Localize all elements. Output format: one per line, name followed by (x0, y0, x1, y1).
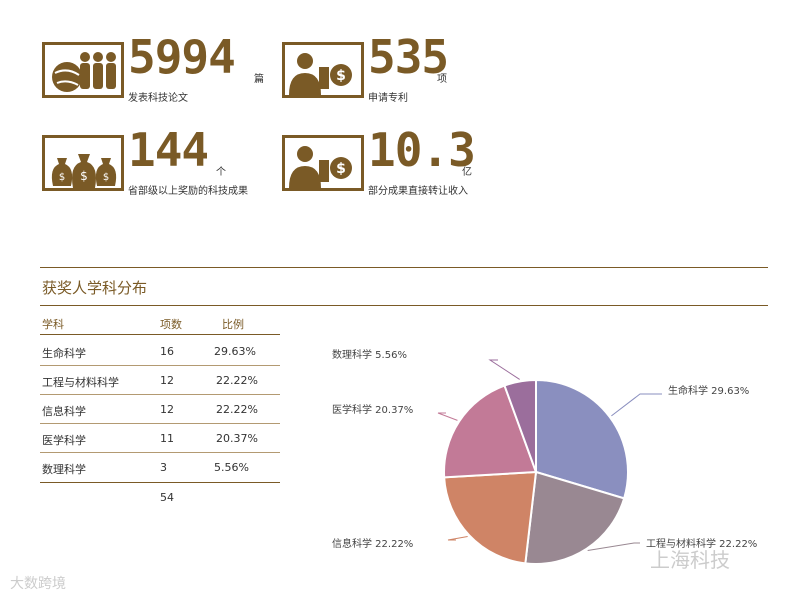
stat-unit: 项 (437, 74, 447, 85)
pie-leader-line (447, 536, 468, 541)
watermark-left-text: 大数跨境 (10, 576, 66, 592)
stat-income: $ 10.3 亿 部分成果直接转让收入 (282, 127, 522, 199)
table-cell: 16 (160, 345, 174, 358)
table-cell: 22.22% (216, 374, 258, 387)
table-row-line (40, 394, 280, 395)
svg-text:$: $ (336, 161, 346, 177)
pie-slice-label: 工程与材料科学 22.22% (646, 537, 757, 550)
stat-unit: 篇 (254, 74, 264, 85)
table-header-line (40, 334, 280, 335)
stat-number: 144 (128, 123, 209, 177)
table-cell: 29.63% (214, 345, 256, 358)
pie-slice (503, 378, 537, 473)
table-cell: 3 (160, 461, 167, 474)
section-divider (40, 305, 768, 306)
pie-leader-line (587, 542, 640, 552)
table-total-line (40, 482, 280, 483)
table-row-line (40, 452, 280, 453)
people-globe-icon (42, 42, 124, 98)
stat-description: 申请专利 (368, 93, 408, 104)
watermark-left: 大数跨境 (10, 573, 66, 593)
table-cell: 12 (160, 403, 174, 416)
pie-leader-line (437, 412, 458, 421)
stat-number: 535 (368, 30, 449, 84)
stat-unit: 亿 (462, 167, 472, 178)
pie-slice (524, 470, 626, 565)
svg-text:$: $ (59, 172, 65, 183)
pie-slice (443, 470, 538, 565)
table-total: 54 (160, 491, 174, 504)
svg-text:$: $ (336, 68, 346, 84)
table-cell: 5.56% (214, 461, 249, 474)
pie-slice-label: 数理科学 5.56% (332, 348, 407, 361)
money-bags-icon: $ $ $ (42, 135, 124, 191)
section-title: 获奖人学科分布 (42, 279, 148, 297)
table-row-line (40, 423, 280, 424)
table-row-line (40, 365, 280, 366)
stat-patents: $ 535 项 申请专利 (282, 34, 512, 106)
table-header-count: 项数 (160, 318, 182, 331)
svg-text:$: $ (80, 169, 88, 183)
pie-leader-line (488, 359, 520, 380)
pie-slice (535, 378, 629, 500)
stat-papers: 5994 篇 发表科技论文 (42, 34, 272, 106)
watermark-right-text: 上海科技 (650, 548, 730, 572)
stat-description: 省部级以上奖励的科技成果 (128, 186, 248, 197)
stat-description: 部分成果直接转让收入 (368, 186, 468, 197)
table-cell: 20.37% (216, 432, 258, 445)
pie-slice-label: 生命科学 29.63% (668, 384, 749, 397)
table-cell: 22.22% (216, 403, 258, 416)
stat-number: 10.3 (368, 123, 476, 177)
person-coin-icon: $ (282, 42, 364, 98)
svg-text:$: $ (103, 172, 109, 183)
stat-unit: 个 (216, 167, 226, 178)
pie-slice-label: 信息科学 22.22% (332, 537, 413, 550)
table-header-ratio: 比例 (222, 318, 244, 331)
pie-slice-label: 医学科学 20.37% (332, 403, 413, 416)
table-cell: 生命科学 (42, 347, 86, 360)
table-header-subject: 学科 (42, 318, 64, 331)
pie-leader-line (611, 393, 662, 417)
table-cell: 11 (160, 432, 174, 445)
table-cell: 12 (160, 374, 174, 387)
table-cell: 工程与材料科学 (42, 376, 119, 389)
stat-number: 5994 (128, 30, 236, 84)
stat-description: 发表科技论文 (128, 93, 188, 104)
table-cell: 信息科学 (42, 405, 86, 418)
stat-awards: $ $ $ 144 个 省部级以上奖励的科技成果 (42, 127, 282, 199)
section-divider (40, 267, 768, 268)
watermark-right: 上海科技 (650, 544, 730, 573)
table-cell: 数理科学 (42, 463, 86, 476)
pie-slice (443, 384, 538, 479)
person-coin-icon: $ (282, 135, 364, 191)
table-cell: 医学科学 (42, 434, 86, 447)
